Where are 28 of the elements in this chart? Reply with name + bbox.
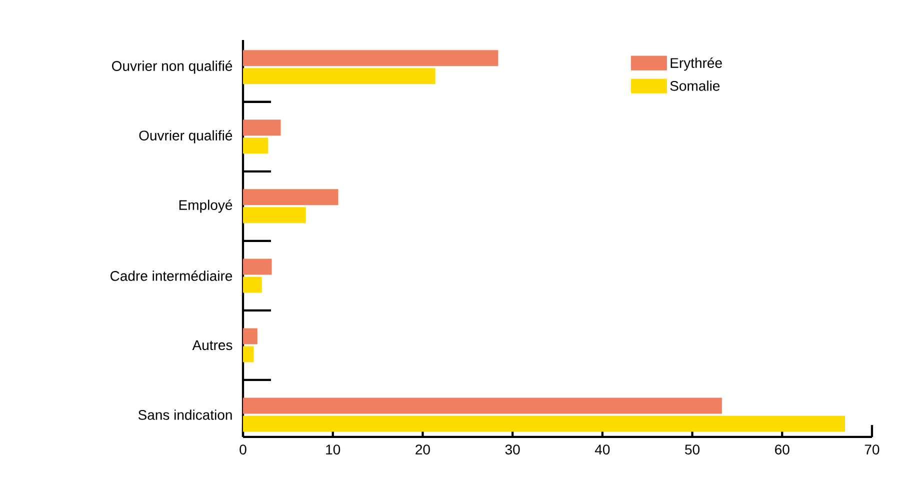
bar [243, 207, 306, 224]
x-tick-label: 30 [505, 444, 520, 455]
bar [243, 138, 268, 154]
x-tick-label: 10 [326, 444, 340, 455]
x-tick-label: 70 [864, 444, 880, 455]
bar [243, 189, 338, 206]
bar [243, 120, 281, 136]
legend-label: Erythrée [670, 58, 722, 71]
x-tick-label: 50 [685, 444, 700, 455]
bar [243, 398, 722, 414]
y-tick-label: Autres [192, 340, 232, 350]
bar [243, 68, 436, 84]
y-tick-label: Ouvrier qualifié [139, 130, 232, 144]
y-tick-label: Ouvrier non qualifié [112, 60, 232, 74]
bar [243, 258, 272, 275]
y-tick-label: Cadre intermédiaire [110, 270, 232, 281]
y-tick-label: Sans indication [138, 410, 232, 420]
x-tick-label: 60 [775, 444, 790, 455]
bar [243, 416, 846, 432]
x-tick-label: 40 [594, 444, 610, 455]
y-tick-label: Employé [179, 200, 232, 213]
x-tick-label: 0 [240, 444, 246, 455]
x-tick-label: 20 [416, 444, 430, 455]
legend-label: Somalie [670, 80, 720, 91]
bar [243, 276, 262, 293]
bar [243, 346, 254, 362]
bar [243, 50, 498, 66]
bar [243, 328, 258, 344]
